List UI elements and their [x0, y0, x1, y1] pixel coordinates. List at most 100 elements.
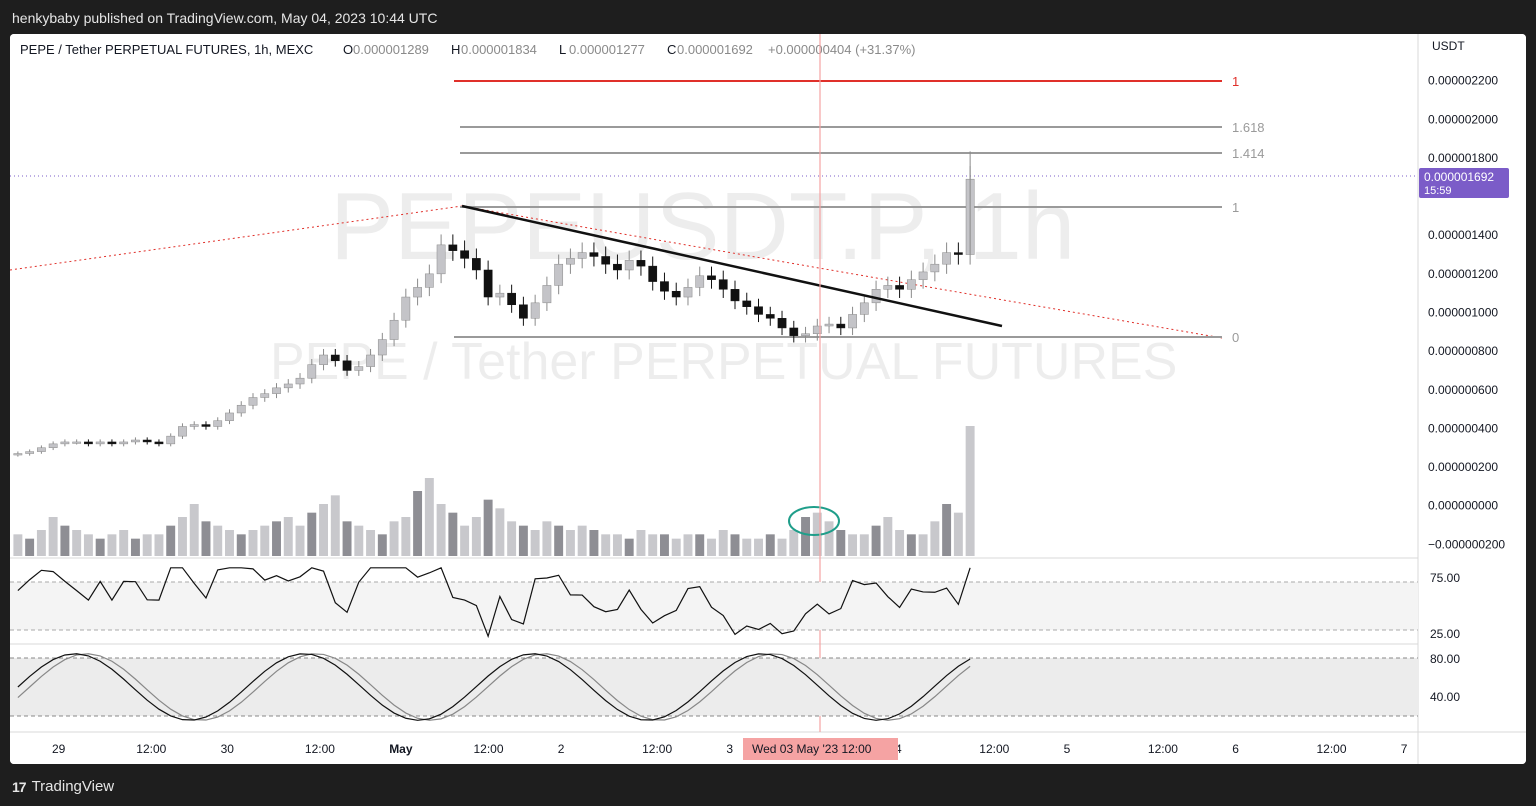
volume-bar	[166, 525, 176, 556]
volume-bar	[754, 538, 763, 556]
candle-body	[895, 285, 904, 290]
candle-body	[613, 263, 622, 271]
price-tick-label: 0.000002000	[1428, 112, 1498, 126]
trend-dotted-upper	[10, 205, 463, 271]
volume-bar	[895, 530, 905, 556]
candle-body	[260, 393, 270, 398]
volume-bar	[377, 534, 387, 556]
time-tick-label: 4	[895, 742, 902, 756]
volume-bar	[577, 525, 587, 556]
candle-body	[189, 424, 199, 427]
volume-bar	[601, 534, 611, 556]
tradingview-logo-icon: 17	[12, 778, 27, 795]
candle-body	[389, 319, 399, 340]
volume-bar	[671, 538, 681, 556]
candle-body	[848, 314, 857, 329]
volume-bar	[319, 504, 329, 556]
volume-bar	[389, 521, 399, 556]
time-tick-label: 5	[1064, 742, 1071, 756]
volume-bar	[107, 534, 117, 556]
candle-body	[319, 354, 328, 365]
volume-bar	[307, 512, 317, 556]
candle-body	[707, 275, 716, 280]
volume-bar	[777, 538, 787, 556]
candle-body	[401, 296, 411, 321]
brand-name: TradingView	[31, 778, 115, 795]
time-tick-label: 12:00	[642, 742, 672, 756]
candle-body	[930, 263, 940, 273]
price-tick-label: 0.000000800	[1428, 344, 1498, 358]
candle-body	[859, 302, 869, 315]
candle-body	[366, 354, 375, 367]
legend-ohlc-value: 0.000001277	[569, 42, 645, 57]
volume-bar	[730, 534, 740, 556]
candle-body	[178, 426, 187, 437]
volume-bar	[354, 525, 364, 556]
time-tick-label: 12:00	[136, 742, 166, 756]
candle-body	[95, 441, 105, 445]
candle-body	[307, 364, 317, 379]
fib-level-label: 0	[1232, 330, 1239, 345]
tradingview-logo[interactable]: 17 TradingView	[12, 778, 114, 795]
volume-bar	[95, 538, 105, 556]
volume-bar	[695, 534, 705, 556]
candle-body	[742, 300, 752, 307]
candle-body	[436, 244, 446, 275]
volume-bar	[848, 534, 858, 556]
volume-bar	[930, 521, 940, 556]
candle-body	[507, 292, 516, 306]
candle-body	[671, 290, 681, 298]
price-chart[interactable]: PEPEUSDT.P, 1h PEPE / Tether PERPETUAL FU…	[10, 34, 1526, 764]
price-tick-label: 0.000001800	[1428, 151, 1498, 165]
trend-dotted-lower	[461, 205, 1223, 339]
volume-bar	[507, 521, 517, 556]
candle-body	[377, 339, 387, 356]
volume-bar	[836, 530, 846, 556]
candle-body	[589, 252, 599, 257]
volume-bar	[177, 517, 187, 556]
candle-body	[48, 443, 58, 448]
candle-body	[542, 285, 552, 304]
publish-header: henkybaby published on TradingView.com, …	[0, 0, 1536, 34]
last-price-value: 0.000001692	[1424, 170, 1494, 184]
candle-body	[107, 441, 117, 445]
stoch-d-line	[17, 653, 971, 721]
volume-bar	[565, 530, 575, 556]
legend-ohlc-value: 0.000001834	[461, 42, 537, 57]
candle-body	[166, 435, 176, 445]
candle-body	[718, 279, 728, 290]
volume-bar	[518, 525, 528, 556]
volume-bar	[119, 530, 129, 556]
volume-bar	[142, 534, 152, 556]
candle-body	[25, 451, 34, 454]
volume-bar	[707, 538, 716, 556]
candle-body	[942, 252, 951, 265]
volume-bar	[413, 491, 423, 556]
candle-body	[472, 258, 481, 271]
time-tick-label: 12:00	[305, 742, 335, 756]
candle-body	[448, 244, 458, 251]
volume-bar	[554, 525, 564, 556]
volume-bar	[742, 538, 752, 556]
candle-body	[636, 260, 646, 267]
rsi-line	[17, 567, 971, 639]
candle-body	[554, 263, 564, 286]
candle-body	[789, 327, 799, 336]
last-price-tag	[1419, 168, 1509, 198]
volume-bar	[648, 534, 658, 556]
volume-bar	[542, 521, 552, 556]
volume-bar	[248, 530, 258, 556]
volume-bar	[612, 534, 622, 556]
candle-body	[812, 325, 822, 334]
legend-change: +0.000000404 (+31.37%)	[768, 42, 915, 57]
volume-bar	[48, 517, 58, 556]
candle-body	[601, 256, 611, 265]
price-tick-label: 0.000000400	[1428, 421, 1498, 435]
volume-circle-annotation	[788, 506, 840, 536]
candle-body	[283, 383, 293, 389]
legend-ohlc-key: O	[343, 42, 353, 57]
candle-body	[906, 279, 916, 290]
volume-bar	[483, 499, 493, 556]
publish-info: henkybaby published on TradingView.com, …	[12, 10, 438, 26]
time-tick-label: 12:00	[474, 742, 504, 756]
